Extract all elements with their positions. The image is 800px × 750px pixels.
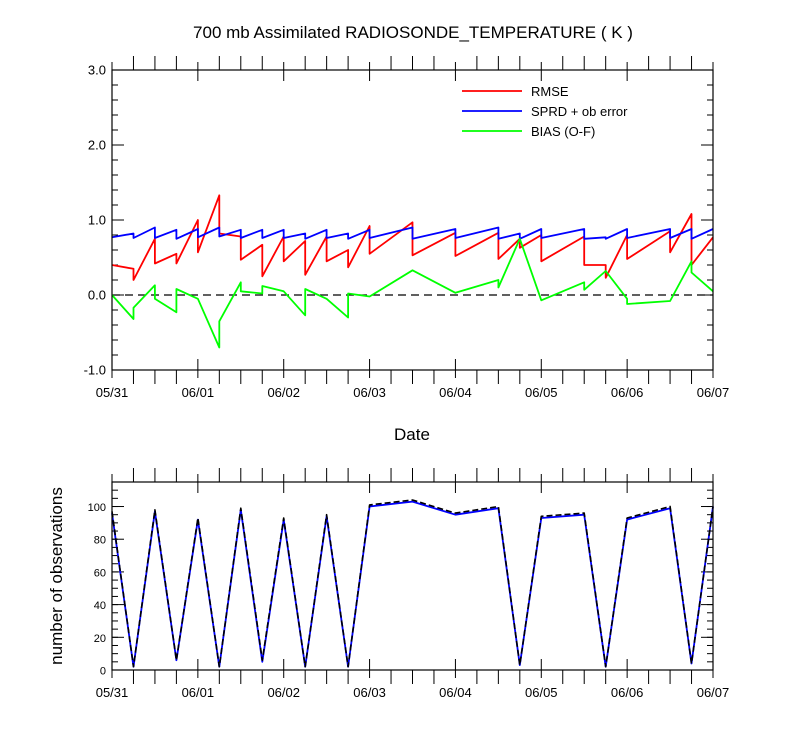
top-axes: 05/31 06/01 06/02 06/03 06/04 06/05 06/06 06/07…: [84, 56, 730, 400]
x-tick-label: 06/05: [525, 385, 558, 400]
bottom-chart: 05/31 06/01 06/02 06/03 06/04 06/05 06/06 06/07…: [47, 468, 729, 700]
x-tick-label: 06/01: [182, 685, 215, 700]
y-tick-label: 0.0: [88, 288, 106, 303]
x-tick-label: 06/02: [267, 685, 300, 700]
top-plot-frame: [111, 69, 714, 371]
x-tick-label: 06/03: [353, 385, 386, 400]
x-tick-label: 06/07: [697, 685, 730, 700]
x-tick-label: 05/31: [96, 685, 129, 700]
legend-label: SPRD + ob error: [531, 104, 628, 119]
top-series: [111, 194, 714, 349]
series-line-bias-o-f: [111, 237, 714, 349]
x-tick-label: 06/06: [611, 685, 644, 700]
y-tick-label: 1.0: [88, 213, 106, 228]
bottom-axes: 05/31 06/01 06/02 06/03 06/04 06/05 06/06 06/07…: [88, 468, 730, 700]
x-tick-label: 06/01: [182, 385, 215, 400]
y-tick-label: 20: [94, 633, 106, 645]
top-chart-title: 700 mb Assimilated RADIOSONDE_TEMPERATUR…: [193, 23, 633, 42]
legend-label: BIAS (O-F): [531, 124, 595, 139]
x-tick-label: 06/06: [611, 385, 644, 400]
x-tick-label: 06/04: [439, 685, 472, 700]
top-legend: RMSE SPRD + ob error BIAS (O-F): [462, 84, 628, 139]
y-tick-label: 2.0: [88, 138, 106, 153]
y-tick-label: -1.0: [84, 363, 106, 378]
series-line-total: [111, 499, 714, 668]
bottom-plot-frame: [111, 481, 714, 671]
top-chart: 700 mb Assimilated RADIOSONDE_TEMPERATUR…: [84, 23, 730, 444]
y-tick-label: 60: [94, 567, 106, 579]
x-tick-label: 05/31: [96, 385, 129, 400]
x-tick-label: 06/04: [439, 385, 472, 400]
x-tick-label: 06/03: [353, 685, 386, 700]
x-tick-label: 06/07: [697, 385, 730, 400]
series-line-assimilated: [111, 500, 714, 668]
y-tick-label: 100: [88, 502, 106, 514]
top-x-axis-label: Date: [394, 425, 430, 444]
legend-label: RMSE: [531, 84, 569, 99]
x-tick-label: 06/05: [525, 685, 558, 700]
y-tick-label: 40: [94, 600, 106, 612]
y-tick-label: 3.0: [88, 63, 106, 78]
y-tick-label: 0: [100, 666, 106, 678]
bottom-series: [111, 499, 714, 668]
y-tick-label: 80: [94, 535, 106, 547]
x-tick-label: 06/02: [267, 385, 300, 400]
series-line-sprd-ob-error: [111, 226, 714, 240]
bottom-y-axis-label: number of observations: [47, 487, 66, 665]
